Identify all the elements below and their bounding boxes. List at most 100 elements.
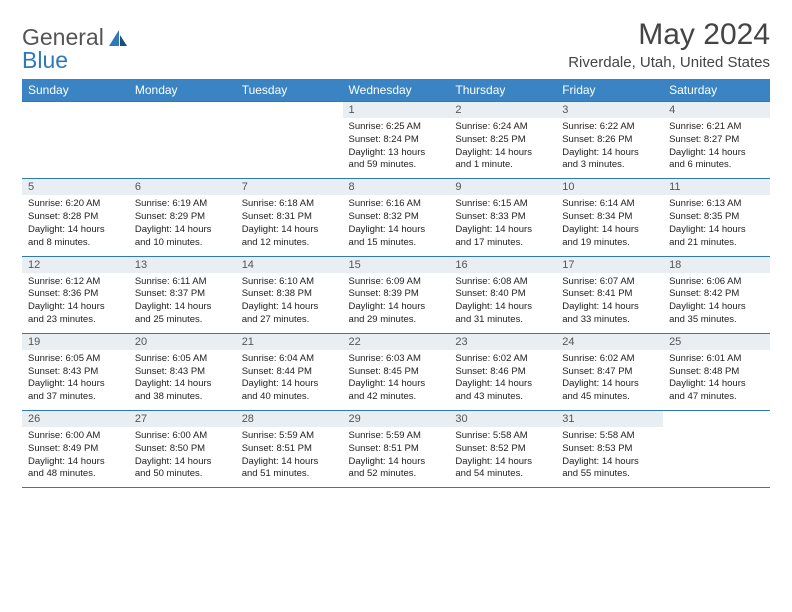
calendar-day-cell: 18Sunrise: 6:06 AMSunset: 8:42 PMDayligh… [663, 256, 770, 333]
day-detail: Sunrise: 6:10 AMSunset: 8:38 PMDaylight:… [236, 273, 343, 333]
day-detail: Sunrise: 6:02 AMSunset: 8:46 PMDaylight:… [449, 350, 556, 410]
day-number: 4 [663, 102, 770, 118]
day-number: 14 [236, 257, 343, 273]
calendar-day-cell: 5Sunrise: 6:20 AMSunset: 8:28 PMDaylight… [22, 179, 129, 256]
day-number: 11 [663, 179, 770, 195]
dow-header: Wednesday [343, 79, 450, 102]
calendar-day-cell: 26Sunrise: 6:00 AMSunset: 8:49 PMDayligh… [22, 411, 129, 488]
day-number: 15 [343, 257, 450, 273]
calendar-week-row: 26Sunrise: 6:00 AMSunset: 8:49 PMDayligh… [22, 411, 770, 488]
day-detail: Sunrise: 6:19 AMSunset: 8:29 PMDaylight:… [129, 195, 236, 255]
day-number: 16 [449, 257, 556, 273]
day-number: 24 [556, 334, 663, 350]
calendar-week-row: 5Sunrise: 6:20 AMSunset: 8:28 PMDaylight… [22, 179, 770, 256]
day-number: 9 [449, 179, 556, 195]
calendar-head: SundayMondayTuesdayWednesdayThursdayFrid… [22, 79, 770, 102]
day-number: 21 [236, 334, 343, 350]
calendar-day-cell: 25Sunrise: 6:01 AMSunset: 8:48 PMDayligh… [663, 333, 770, 410]
dow-header: Thursday [449, 79, 556, 102]
calendar-day-cell: 28Sunrise: 5:59 AMSunset: 8:51 PMDayligh… [236, 411, 343, 488]
calendar-day-cell: 29Sunrise: 5:59 AMSunset: 8:51 PMDayligh… [343, 411, 450, 488]
day-detail: Sunrise: 6:02 AMSunset: 8:47 PMDaylight:… [556, 350, 663, 410]
calendar-page: General May 2024 Riverdale, Utah, United… [0, 0, 792, 498]
day-detail: Sunrise: 6:24 AMSunset: 8:25 PMDaylight:… [449, 118, 556, 178]
calendar-day-cell: 16Sunrise: 6:08 AMSunset: 8:40 PMDayligh… [449, 256, 556, 333]
calendar-day-cell: 13Sunrise: 6:11 AMSunset: 8:37 PMDayligh… [129, 256, 236, 333]
day-detail: Sunrise: 6:09 AMSunset: 8:39 PMDaylight:… [343, 273, 450, 333]
day-detail: Sunrise: 6:18 AMSunset: 8:31 PMDaylight:… [236, 195, 343, 255]
day-detail: Sunrise: 6:04 AMSunset: 8:44 PMDaylight:… [236, 350, 343, 410]
day-detail: Sunrise: 6:21 AMSunset: 8:27 PMDaylight:… [663, 118, 770, 178]
day-number: 10 [556, 179, 663, 195]
day-number: 17 [556, 257, 663, 273]
calendar-day-cell: 19Sunrise: 6:05 AMSunset: 8:43 PMDayligh… [22, 333, 129, 410]
day-number: 2 [449, 102, 556, 118]
day-number: 29 [343, 411, 450, 427]
calendar-body: . . . 1Sunrise: 6:25 AMSunset: 8:24 PMDa… [22, 102, 770, 488]
calendar-day-cell: 6Sunrise: 6:19 AMSunset: 8:29 PMDaylight… [129, 179, 236, 256]
calendar-table: SundayMondayTuesdayWednesdayThursdayFrid… [22, 79, 770, 488]
day-number: 25 [663, 334, 770, 350]
day-number: 6 [129, 179, 236, 195]
calendar-day-cell: . [129, 102, 236, 179]
calendar-day-cell: . [22, 102, 129, 179]
calendar-day-cell: 12Sunrise: 6:12 AMSunset: 8:36 PMDayligh… [22, 256, 129, 333]
calendar-day-cell: 21Sunrise: 6:04 AMSunset: 8:44 PMDayligh… [236, 333, 343, 410]
day-number: 18 [663, 257, 770, 273]
day-detail: Sunrise: 6:12 AMSunset: 8:36 PMDaylight:… [22, 273, 129, 333]
day-detail: Sunrise: 6:00 AMSunset: 8:50 PMDaylight:… [129, 427, 236, 487]
day-number: 31 [556, 411, 663, 427]
day-detail: Sunrise: 6:07 AMSunset: 8:41 PMDaylight:… [556, 273, 663, 333]
day-number: 13 [129, 257, 236, 273]
calendar-day-cell: 24Sunrise: 6:02 AMSunset: 8:47 PMDayligh… [556, 333, 663, 410]
day-number: 28 [236, 411, 343, 427]
day-number: 12 [22, 257, 129, 273]
dow-header: Sunday [22, 79, 129, 102]
calendar-day-cell: 10Sunrise: 6:14 AMSunset: 8:34 PMDayligh… [556, 179, 663, 256]
logo-sail-icon [108, 29, 128, 47]
calendar-day-cell: 27Sunrise: 6:00 AMSunset: 8:50 PMDayligh… [129, 411, 236, 488]
calendar-day-cell: 7Sunrise: 6:18 AMSunset: 8:31 PMDaylight… [236, 179, 343, 256]
calendar-week-row: 12Sunrise: 6:12 AMSunset: 8:36 PMDayligh… [22, 256, 770, 333]
day-detail: Sunrise: 6:11 AMSunset: 8:37 PMDaylight:… [129, 273, 236, 333]
day-detail: Sunrise: 6:22 AMSunset: 8:26 PMDaylight:… [556, 118, 663, 178]
dow-header: Friday [556, 79, 663, 102]
day-detail: Sunrise: 6:00 AMSunset: 8:49 PMDaylight:… [22, 427, 129, 487]
day-detail: Sunrise: 5:58 AMSunset: 8:53 PMDaylight:… [556, 427, 663, 487]
calendar-day-cell: 11Sunrise: 6:13 AMSunset: 8:35 PMDayligh… [663, 179, 770, 256]
calendar-week-row: 19Sunrise: 6:05 AMSunset: 8:43 PMDayligh… [22, 333, 770, 410]
calendar-day-cell: 23Sunrise: 6:02 AMSunset: 8:46 PMDayligh… [449, 333, 556, 410]
day-detail: Sunrise: 6:05 AMSunset: 8:43 PMDaylight:… [22, 350, 129, 410]
calendar-day-cell: 2Sunrise: 6:24 AMSunset: 8:25 PMDaylight… [449, 102, 556, 179]
day-number: 23 [449, 334, 556, 350]
calendar-day-cell: 22Sunrise: 6:03 AMSunset: 8:45 PMDayligh… [343, 333, 450, 410]
dow-header: Saturday [663, 79, 770, 102]
day-number: 22 [343, 334, 450, 350]
day-number: 3 [556, 102, 663, 118]
page-header: General May 2024 Riverdale, Utah, United… [22, 18, 770, 71]
month-title: May 2024 [568, 18, 770, 52]
calendar-day-cell: 1Sunrise: 6:25 AMSunset: 8:24 PMDaylight… [343, 102, 450, 179]
day-number: 7 [236, 179, 343, 195]
day-number: 26 [22, 411, 129, 427]
day-number: 8 [343, 179, 450, 195]
calendar-day-cell: 4Sunrise: 6:21 AMSunset: 8:27 PMDaylight… [663, 102, 770, 179]
day-detail: Sunrise: 5:59 AMSunset: 8:51 PMDaylight:… [236, 427, 343, 487]
day-number: 20 [129, 334, 236, 350]
day-number: 19 [22, 334, 129, 350]
day-detail: Sunrise: 6:25 AMSunset: 8:24 PMDaylight:… [343, 118, 450, 178]
calendar-day-cell: . [663, 411, 770, 488]
day-number: 30 [449, 411, 556, 427]
day-detail: Sunrise: 5:59 AMSunset: 8:51 PMDaylight:… [343, 427, 450, 487]
location-text: Riverdale, Utah, United States [568, 54, 770, 71]
day-detail: Sunrise: 6:13 AMSunset: 8:35 PMDaylight:… [663, 195, 770, 255]
calendar-day-cell: 31Sunrise: 5:58 AMSunset: 8:53 PMDayligh… [556, 411, 663, 488]
day-detail: Sunrise: 6:06 AMSunset: 8:42 PMDaylight:… [663, 273, 770, 333]
calendar-day-cell: 14Sunrise: 6:10 AMSunset: 8:38 PMDayligh… [236, 256, 343, 333]
calendar-week-row: . . . 1Sunrise: 6:25 AMSunset: 8:24 PMDa… [22, 102, 770, 179]
day-detail: Sunrise: 6:03 AMSunset: 8:45 PMDaylight:… [343, 350, 450, 410]
dow-header: Tuesday [236, 79, 343, 102]
day-detail: Sunrise: 6:15 AMSunset: 8:33 PMDaylight:… [449, 195, 556, 255]
day-number: 27 [129, 411, 236, 427]
logo-text-blue: Blue [22, 47, 68, 74]
